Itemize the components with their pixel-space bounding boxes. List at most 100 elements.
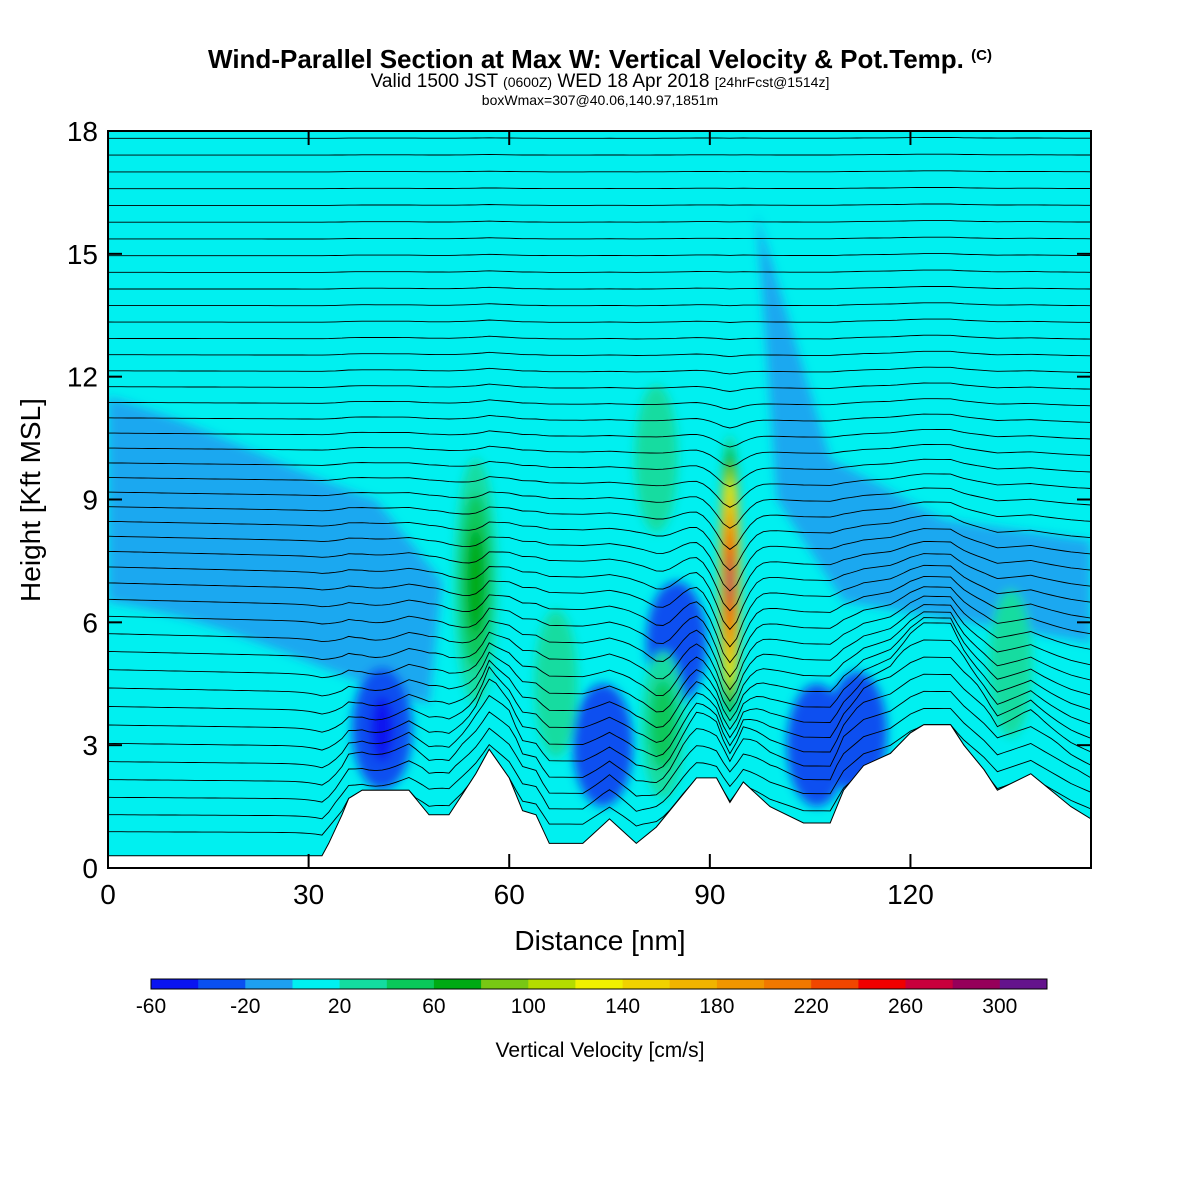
updraft-core: [989, 589, 1033, 737]
isentrope-line: [108, 458, 1091, 488]
isentrope-line: [108, 639, 1091, 743]
colorbar-swatch: [811, 979, 859, 989]
y-tick-label: 18: [67, 116, 98, 147]
isentrope-line: [108, 253, 1091, 257]
x-tick-label: 90: [694, 879, 725, 910]
isentrope-line: [108, 501, 1091, 550]
isentrope-line: [108, 187, 1091, 190]
chart-valid-time: Valid 1500 JST (0600Z) WED 18 Apr 2018 […: [370, 71, 830, 92]
updraft-core: [466, 528, 485, 635]
colorbar-tick-label: 20: [328, 995, 351, 1018]
isentrope-line: [108, 366, 1091, 375]
weak-downdraft-region: [756, 212, 1091, 643]
isentrope-line: [108, 611, 1091, 713]
colorbar-swatch: [952, 979, 1001, 989]
y-tick-label: 12: [67, 362, 98, 393]
colorbar-tick-label: 300: [982, 995, 1017, 1018]
colorbar-tick-label: 100: [511, 995, 546, 1018]
colorbar-frame: [150, 978, 1048, 990]
colorbar-swatch: [198, 979, 246, 989]
y-tick-label: 9: [82, 485, 98, 516]
colorbar-swatch: [575, 979, 624, 989]
isentrope-line: [108, 269, 1091, 273]
colorbar-swatch: [292, 979, 341, 989]
downdraft-core: [786, 683, 847, 807]
downdraft-core: [572, 683, 633, 807]
y-tick-label: 15: [67, 239, 98, 270]
y-axis-label: Height [Kft MSL]: [15, 398, 46, 602]
isentrope-line: [108, 595, 1091, 691]
isentrope-line: [108, 443, 1091, 467]
updraft-core: [634, 384, 678, 533]
isentrope-line: [108, 334, 1091, 340]
isentrope-line: [108, 203, 1091, 206]
colorbar-swatch: [905, 979, 954, 989]
isentrope-line: [108, 707, 1091, 803]
isentrope-line: [108, 586, 1091, 678]
isentrope-line: [108, 398, 1091, 410]
colorbar-tick-label: 140: [605, 995, 640, 1018]
x-tick-label: 120: [887, 879, 934, 910]
x-tick-label: 0: [100, 879, 116, 910]
isentrope-line: [108, 302, 1091, 307]
isentrope-line: [108, 286, 1091, 290]
isentrope-line: [108, 564, 1091, 648]
colorbar-swatch: [481, 979, 529, 989]
isentrope-line: [108, 473, 1091, 508]
x-tick-label: 30: [293, 879, 324, 910]
isentrope-line: [108, 515, 1091, 572]
weak-downdraft-region: [108, 397, 443, 705]
colorbar-swatch: [622, 979, 671, 989]
colorbar-tick-label: 260: [888, 995, 923, 1018]
colorbar-swatch: [858, 979, 907, 989]
isentrope-line: [108, 170, 1091, 173]
isentrope-line: [108, 487, 1091, 529]
isentrope-line: [108, 528, 1091, 592]
isentrope-line: [108, 673, 1091, 771]
isentrope-line: [108, 622, 1091, 731]
colorbar-tick-label: 220: [794, 995, 829, 1018]
isentrope-line: [108, 350, 1091, 358]
isentrope-line: [108, 690, 1091, 786]
updraft-core: [728, 567, 732, 596]
isentrope-line: [108, 428, 1091, 448]
colorbar-swatch: [151, 979, 199, 989]
isentrope-line: [108, 318, 1091, 323]
isentrope-line: [108, 413, 1091, 429]
isentrope-line: [108, 137, 1091, 139]
isentrope-line: [108, 153, 1091, 156]
y-tick-label: 3: [82, 730, 98, 761]
isentrope-line: [108, 236, 1091, 240]
colorbar-tick-label: 60: [422, 995, 445, 1018]
colorbar-swatch: [433, 979, 482, 989]
colorbar-tick-label: 180: [699, 995, 734, 1018]
isentrope-line: [108, 575, 1091, 664]
y-tick-label: 6: [82, 607, 98, 638]
isentrope-line: [108, 220, 1091, 223]
colorbar-tick-label: -60: [136, 995, 166, 1018]
updraft-core: [534, 610, 578, 758]
isentrope-line: [108, 604, 1091, 702]
colorbar-swatch: [669, 979, 718, 989]
downdraft-core: [370, 696, 395, 762]
isentrope-line: [108, 656, 1091, 757]
chart-box-wmax: boxWmax=307@40.06,140.97,1851m: [481, 92, 719, 108]
colorbar-swatch: [764, 979, 812, 989]
colorbar-swatch: [339, 979, 388, 989]
isentrope-line: [108, 382, 1091, 392]
chart-title: Wind-Parallel Section at Max W: Vertical…: [208, 44, 992, 74]
terrain: [108, 724, 1091, 868]
colorbar-swatch: [999, 979, 1048, 989]
colorbar-swatch: [716, 979, 765, 989]
x-tick-label: 60: [494, 879, 525, 910]
isentrope-line: [108, 553, 1091, 631]
x-axis-label: Distance [nm]: [514, 925, 685, 956]
colorbar-swatch: [245, 979, 293, 989]
colorbar-swatch: [528, 979, 576, 989]
y-tick-label: 0: [82, 853, 98, 884]
isentrope-line: [108, 540, 1091, 612]
colorbar-swatch: [386, 979, 435, 989]
isentrope-line: [108, 121, 1091, 122]
colorbar-label: Vertical Velocity [cm/s]: [496, 1039, 705, 1062]
